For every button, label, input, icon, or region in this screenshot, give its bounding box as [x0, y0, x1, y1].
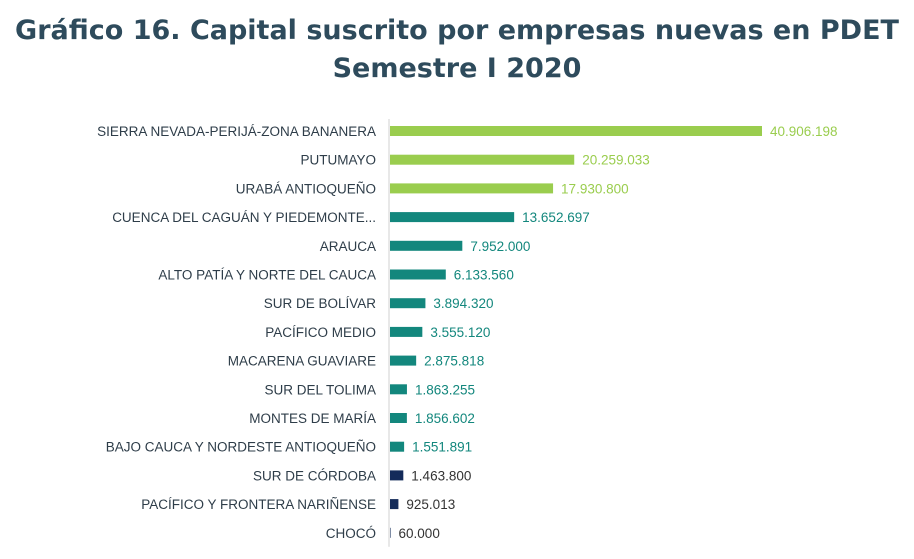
bar	[390, 183, 554, 194]
bar	[390, 499, 399, 510]
category-label: PUTUMAYO	[300, 153, 376, 168]
bar	[390, 269, 446, 280]
data-label: 7.952.000	[470, 239, 530, 254]
data-label: 1.856.602	[415, 411, 475, 426]
category-label: PACÍFICO Y FRONTERA NARIÑENSE	[141, 497, 376, 512]
bar	[390, 527, 391, 538]
data-label: 40.906.198	[770, 124, 838, 139]
data-label: 17.930.800	[561, 181, 629, 196]
category-label: BAJO CAUCA Y NORDESTE ANTIOQUEÑO	[106, 440, 376, 455]
category-label: ALTO PATÍA Y NORTE DEL CAUCA	[158, 268, 376, 283]
data-label: 2.875.818	[424, 354, 484, 369]
data-label: 20.259.033	[582, 153, 650, 168]
data-label: 60.000	[399, 526, 440, 541]
category-label: CUENCA DEL CAGUÁN Y PIEDEMONTE...	[112, 210, 376, 225]
data-label: 3.555.120	[430, 325, 490, 340]
category-label: SUR DEL TOLIMA	[264, 382, 376, 397]
data-label: 1.551.891	[412, 440, 472, 455]
category-label: URABÁ ANTIOQUEÑO	[236, 181, 376, 196]
category-label: SUR DE CÓRDOBA	[253, 468, 376, 483]
bar	[390, 413, 407, 423]
data-label: 6.133.560	[454, 268, 514, 283]
data-label: 1.863.255	[415, 382, 475, 397]
chart-title-line-1: Gráfico 16. Capital suscrito por empresa…	[15, 15, 899, 46]
category-label: SUR DE BOLÍVAR	[264, 296, 377, 311]
bar	[390, 212, 515, 223]
data-label: 3.894.320	[433, 296, 493, 311]
category-label: MACARENA GUAVIARE	[228, 354, 376, 369]
bar	[390, 441, 405, 452]
chart-title-line-2: Semestre I 2020	[332, 53, 582, 84]
category-label: CHOCÓ	[326, 526, 376, 541]
bar	[390, 240, 463, 251]
bar	[390, 298, 426, 309]
bar	[390, 470, 404, 481]
category-label: SIERRA NEVADA-PERIJÁ-ZONA BANANERA	[97, 124, 376, 139]
bar	[390, 384, 407, 395]
data-label: 925.013	[406, 497, 455, 512]
category-label: PACÍFICO MEDIO	[265, 325, 376, 340]
data-label: 13.652.697	[522, 210, 590, 225]
bar	[390, 126, 762, 136]
data-label: 1.463.800	[411, 468, 471, 483]
category-label: MONTES DE MARÍA	[249, 411, 376, 426]
bar	[390, 154, 575, 165]
category-label: ARAUCA	[320, 239, 376, 254]
bar	[390, 326, 423, 337]
bar	[390, 355, 417, 366]
